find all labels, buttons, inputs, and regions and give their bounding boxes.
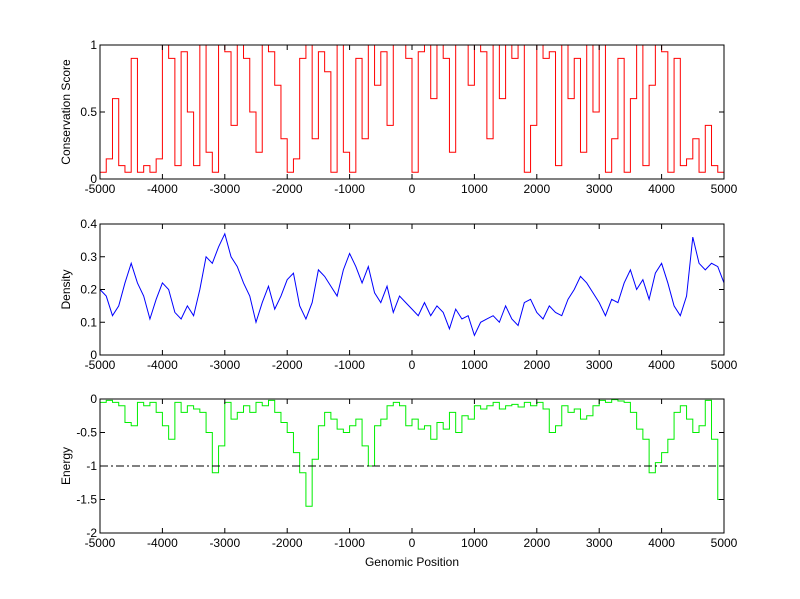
x-tick-label: -2000 bbox=[272, 358, 303, 372]
x-tick-label: 3000 bbox=[586, 536, 613, 550]
x-tick-label: -5000 bbox=[85, 182, 116, 196]
y-tick-label: 0 bbox=[90, 392, 97, 406]
y-tick-label: 0 bbox=[90, 348, 97, 362]
y-axis-label: Density bbox=[59, 269, 73, 309]
y-tick-label: 0.3 bbox=[80, 250, 97, 264]
x-tick-label: -4000 bbox=[147, 358, 178, 372]
y-tick-label: -1 bbox=[86, 459, 97, 473]
x-tick-label: 0 bbox=[409, 536, 416, 550]
y-tick-label: 0.1 bbox=[80, 315, 97, 329]
series-line bbox=[99, 232, 725, 337]
x-tick-label: 3000 bbox=[586, 182, 613, 196]
x-tick-label: 1000 bbox=[461, 536, 488, 550]
x-tick-label: -4000 bbox=[147, 536, 178, 550]
x-tick-label: 4000 bbox=[648, 536, 675, 550]
x-tick-label: 3000 bbox=[586, 358, 613, 372]
y-tick-label: -1.5 bbox=[76, 493, 97, 507]
y-tick-label: 0.4 bbox=[80, 217, 97, 231]
series-line bbox=[100, 44, 724, 173]
panel-1: -5000 -4000 -3000 -2000 -1000 0 1000 2000 3000 40… bbox=[59, 38, 738, 196]
x-tick-label: -3000 bbox=[209, 182, 240, 196]
x-tick-label: 1000 bbox=[461, 182, 488, 196]
y-tick-label: -0.5 bbox=[76, 426, 97, 440]
y-axis-label: Energy bbox=[59, 447, 73, 485]
x-tick-label: 1000 bbox=[461, 358, 488, 372]
x-tick-label: -2000 bbox=[272, 182, 303, 196]
x-tick-label: -2000 bbox=[272, 536, 303, 550]
x-tick-label: -3000 bbox=[209, 536, 240, 550]
x-tick-label: 0 bbox=[409, 182, 416, 196]
x-tick-label: -1000 bbox=[334, 536, 365, 550]
x-tick-label: 5000 bbox=[711, 182, 738, 196]
x-tick-label: -4000 bbox=[147, 182, 178, 196]
x-tick-label: 4000 bbox=[648, 358, 675, 372]
x-tick-label: 2000 bbox=[523, 358, 550, 372]
y-tick-label: -2 bbox=[86, 526, 97, 540]
x-tick-label: -3000 bbox=[209, 358, 240, 372]
axes-box bbox=[99, 223, 725, 356]
series-line bbox=[100, 399, 724, 507]
x-tick-label: 5000 bbox=[711, 358, 738, 372]
x-axis-label: Genomic Position bbox=[365, 555, 459, 569]
y-tick-label: 0 bbox=[90, 172, 97, 186]
y-tick-label: 0.5 bbox=[80, 105, 97, 119]
y-tick-label: 0.2 bbox=[80, 283, 97, 297]
y-axis-label: Conservation Score bbox=[59, 59, 73, 165]
x-tick-label: -1000 bbox=[334, 182, 365, 196]
panel-3: -5000 -4000 -3000 -2000 -1000 0 1000 2000 3000 40… bbox=[59, 392, 738, 569]
x-tick-label: 5000 bbox=[711, 536, 738, 550]
x-tick-label: 2000 bbox=[523, 536, 550, 550]
x-tick-label: -1000 bbox=[334, 358, 365, 372]
x-tick-label: 0 bbox=[409, 358, 416, 372]
panel-2: -5000 -4000 -3000 -2000 -1000 0 1000 2000 3000 40… bbox=[59, 217, 738, 372]
x-tick-label: 4000 bbox=[648, 182, 675, 196]
y-tick-label: 1 bbox=[90, 38, 97, 52]
x-tick-label: -5000 bbox=[85, 358, 116, 372]
x-tick-label: -5000 bbox=[85, 536, 116, 550]
x-tick-label: 2000 bbox=[523, 182, 550, 196]
